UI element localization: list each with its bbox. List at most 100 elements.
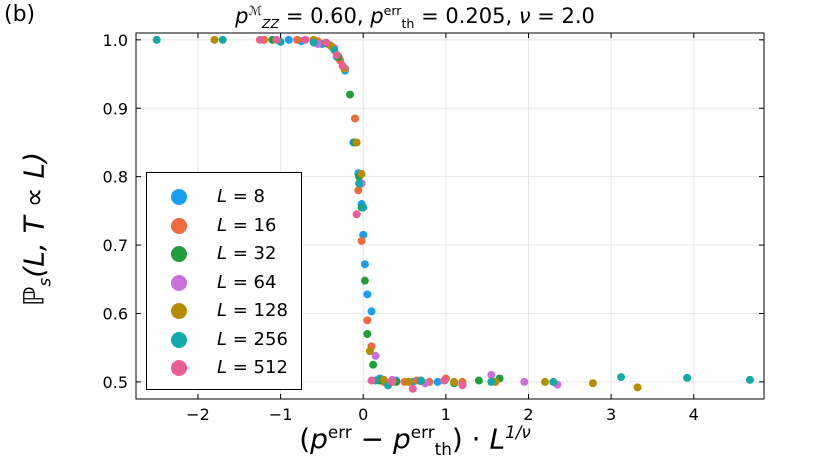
chart-title: pℳZZ = 0.60, perrth = 0.205, ν = 2.0 xyxy=(0,3,830,31)
ylabel-P: ℙ xyxy=(17,286,51,307)
axis-ticks: −2 −1 0 1 2 3 4 0.5 0.6 0.7 0.8 0.9 1.0 xyxy=(103,31,764,424)
data-point-L256 xyxy=(683,373,692,382)
data-point-L128 xyxy=(379,375,388,384)
legend-label: L = 256 xyxy=(217,328,288,350)
xlabel-pth-sub: th xyxy=(434,438,452,459)
data-point-L64 xyxy=(520,377,529,386)
data-point-L256 xyxy=(745,375,754,384)
title-p-sup: ℳ xyxy=(248,3,262,18)
data-point-L256 xyxy=(359,203,368,212)
xlabel-open: ( xyxy=(299,422,311,456)
legend-item: L = 256 xyxy=(147,326,303,354)
data-point-L256 xyxy=(152,35,161,44)
data-point-L256 xyxy=(355,179,364,188)
title-pth-symbol: p xyxy=(370,4,384,28)
data-point-L512 xyxy=(440,376,449,385)
data-point-L512 xyxy=(388,377,397,386)
xlabel-p: p xyxy=(310,422,328,456)
title-p-symbol: p xyxy=(235,4,249,28)
data-point-L256 xyxy=(487,377,496,386)
data-point-L128 xyxy=(357,169,366,178)
legend-label: L = 8 xyxy=(217,186,266,207)
legend-item: L = 128 xyxy=(147,297,303,325)
y-tick-label: 0.6 xyxy=(103,304,128,323)
legend-label: L = 16 xyxy=(217,214,277,236)
data-point-L64 xyxy=(487,371,496,380)
x-tick-label: −1 xyxy=(269,405,293,424)
data-point-L512 xyxy=(338,61,347,70)
data-point-L512 xyxy=(332,50,341,59)
title-p-sub: ZZ xyxy=(261,16,280,32)
xlabel-L: L xyxy=(489,422,506,456)
legend-item: L = 8 xyxy=(147,183,303,211)
title-eq3: = 2.0 xyxy=(530,4,595,28)
data-point-L32 xyxy=(474,376,483,385)
data-point-L128 xyxy=(588,379,597,388)
legend-marker xyxy=(171,217,187,234)
data-point-L16 xyxy=(354,186,363,195)
y-tick-label: 0.7 xyxy=(103,236,128,255)
data-point-L512 xyxy=(367,376,376,385)
legend-item: L = 16 xyxy=(147,212,303,240)
y-tick-label: 1.0 xyxy=(103,31,128,50)
ylabel-args: (L, T ∝ L) xyxy=(17,151,51,278)
data-point-L128 xyxy=(541,377,550,386)
data-point-L8 xyxy=(359,230,368,239)
data-point-L256 xyxy=(417,376,426,385)
xlabel-L-sup: 1/ν xyxy=(505,422,531,442)
data-point-L8 xyxy=(363,290,372,299)
data-point-L256 xyxy=(218,35,227,44)
legend-marker xyxy=(171,331,187,348)
legend-item: L = 512 xyxy=(147,354,303,382)
y-tick-label: 0.8 xyxy=(103,168,128,187)
legend-marker xyxy=(171,246,187,262)
ylabel-P-sub: s xyxy=(34,277,55,287)
data-point-L32 xyxy=(363,330,372,339)
x-tick-label: 2 xyxy=(523,405,533,424)
y-tick-label: 0.5 xyxy=(103,373,128,392)
y-axis-label: ℙs(L, T ∝ L) xyxy=(18,152,55,306)
data-point-L32 xyxy=(346,90,355,99)
data-points xyxy=(152,35,754,393)
data-point-L128 xyxy=(450,377,459,386)
data-point-L128 xyxy=(210,35,219,44)
data-point-L8 xyxy=(284,35,293,44)
data-point-L32 xyxy=(369,360,378,369)
data-point-L128 xyxy=(352,138,361,147)
legend: L = 8 L = 16 L = 32 L = 64 L = 128 L = 256 L =… xyxy=(146,172,302,390)
x-tick-label: −2 xyxy=(186,405,210,424)
x-axis-label: (perr − perrth) · L1/ν xyxy=(0,422,830,459)
data-point-L64 xyxy=(371,351,380,360)
data-point-L256 xyxy=(617,373,626,382)
data-point-L8 xyxy=(360,260,369,269)
data-point-L16 xyxy=(357,236,366,245)
data-point-L512 xyxy=(322,38,331,47)
x-tick-label: 0 xyxy=(358,405,368,424)
x-tick-label: 3 xyxy=(606,405,616,424)
data-point-L128 xyxy=(365,347,374,356)
data-point-L512 xyxy=(255,35,264,44)
data-point-L256 xyxy=(549,377,558,386)
legend-marker xyxy=(171,274,187,291)
data-point-L512 xyxy=(408,384,417,393)
xlabel-close: ) · xyxy=(451,422,490,456)
x-tick-label: 4 xyxy=(689,405,699,424)
title-pth-sup: err xyxy=(383,3,402,18)
data-point-L8 xyxy=(367,307,376,316)
xlabel-pth: p xyxy=(393,422,411,456)
data-point-L16 xyxy=(350,114,359,123)
x-tick-label: 1 xyxy=(441,405,451,424)
data-point-L16 xyxy=(293,35,302,44)
xlabel-pth-sup: err xyxy=(410,422,435,442)
data-point-L512 xyxy=(352,210,361,219)
data-point-L512 xyxy=(458,381,467,390)
legend-label: L = 64 xyxy=(217,271,277,293)
legend-marker xyxy=(171,189,187,205)
data-point-L16 xyxy=(363,316,372,325)
xlabel-minus: − xyxy=(351,422,394,456)
data-point-L128 xyxy=(633,383,642,392)
legend-item: L = 32 xyxy=(147,240,303,268)
legend-label: L = 128 xyxy=(217,300,288,321)
legend-marker xyxy=(171,360,187,376)
